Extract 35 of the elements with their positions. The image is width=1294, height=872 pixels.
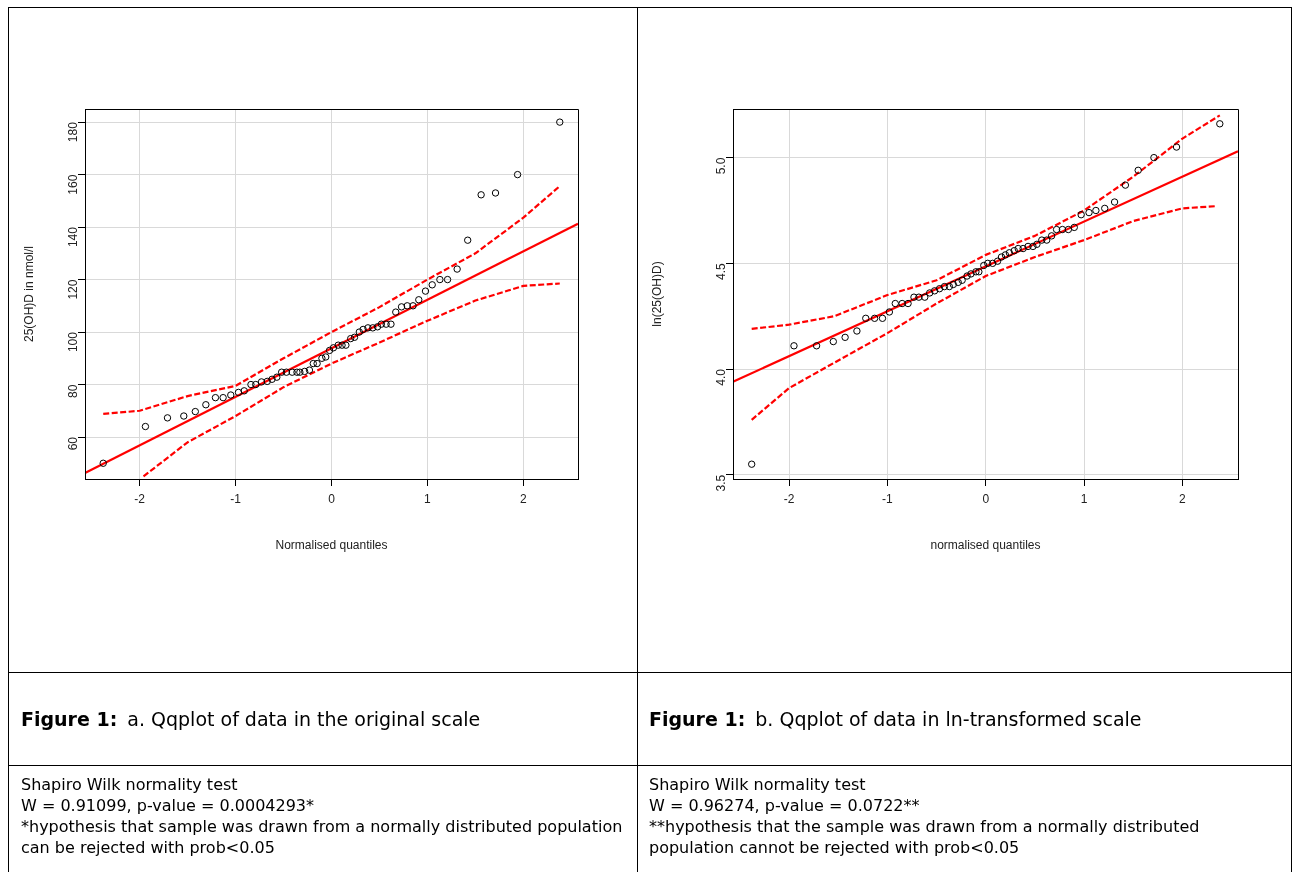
text: b. Qqplot of data in ln-transformed scale xyxy=(755,708,1142,730)
x-tick-label: 2 xyxy=(1179,491,1187,506)
y-tick-label: 120 xyxy=(66,279,81,300)
y-tick-label: 5.0 xyxy=(714,157,729,175)
text: W = 0.91099, p-value = 0.0004293* xyxy=(21,795,316,816)
x-tick-label: 0 xyxy=(328,491,336,506)
y-tick-label: 4.5 xyxy=(714,263,729,281)
x-tick-label: -1 xyxy=(882,491,894,506)
x-tick-label: -1 xyxy=(230,491,242,506)
caption: Figure 1: xyxy=(649,708,746,730)
text: *hypothesis that sample was drawn from a normally distributed population can be rejected with prob<0.05 xyxy=(21,816,623,858)
y-tick-label: 160 xyxy=(66,174,81,195)
y-tick-label: 80 xyxy=(66,384,81,398)
y-tick-label: 4.0 xyxy=(714,368,729,386)
y-tick-label: 180 xyxy=(66,121,81,143)
y-axis-title: 25(OH)D in nmol/l xyxy=(21,245,36,343)
x-tick-label: -2 xyxy=(783,491,795,506)
x-axis-title: normalised quantiles xyxy=(930,538,1041,553)
x-tick-label: 1 xyxy=(1080,491,1088,506)
x-tick-label: 1 xyxy=(424,491,432,506)
x-axis-title: Normalised quantiles xyxy=(275,538,388,553)
x-tick-label: 0 xyxy=(982,491,990,506)
text: W = 0.96274, p-value = 0.0722** xyxy=(649,795,921,816)
y-axis-title: ln(25(OH)D) xyxy=(649,261,664,327)
y-tick-label: 140 xyxy=(66,226,81,248)
y-tick-label: 100 xyxy=(66,331,81,353)
x-tick-label: 2 xyxy=(519,491,527,506)
text: Shapiro Wilk normality test xyxy=(649,774,867,795)
text: **hypothesis that the sample was drawn from a normally distributed population cannot be rejected with prob<0.05 xyxy=(649,816,1201,858)
text: a. Qqplot of data in the original scale xyxy=(127,708,481,730)
y-tick-label: 60 xyxy=(66,436,81,451)
x-tick-label: -2 xyxy=(134,491,146,506)
y-tick-label: 3.5 xyxy=(714,474,729,492)
text: Shapiro Wilk normality test xyxy=(21,774,239,795)
caption: Figure 1: xyxy=(21,708,118,730)
